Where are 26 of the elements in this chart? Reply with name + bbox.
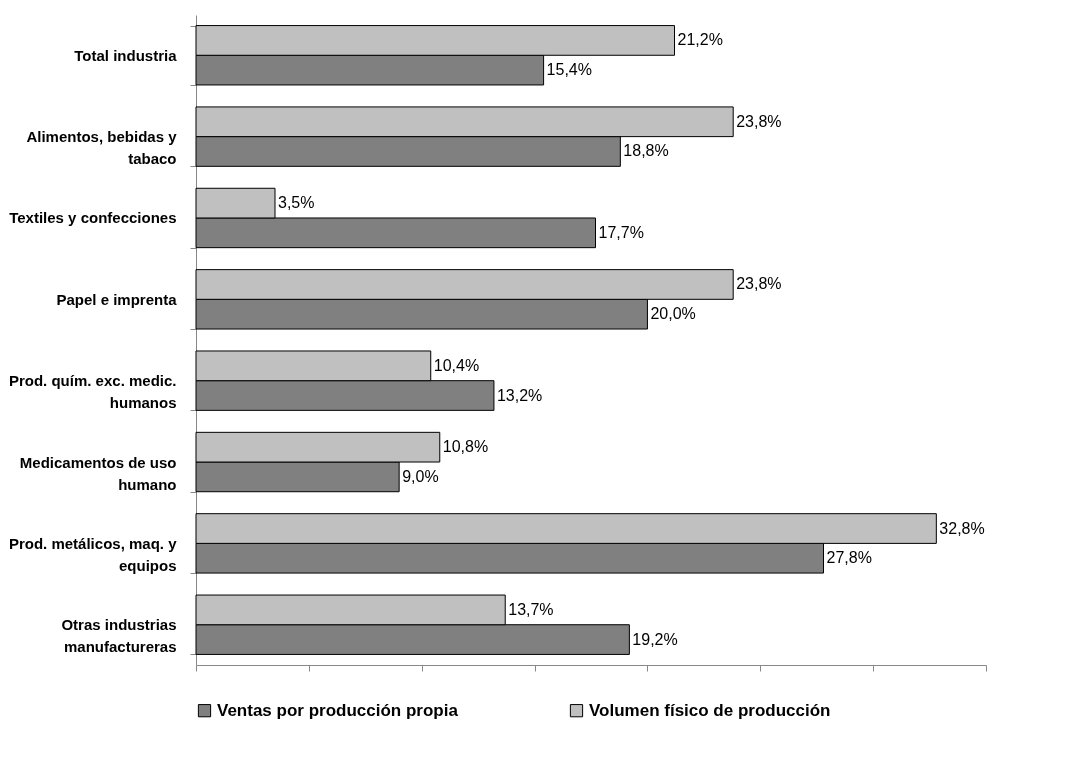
data-label: 15,4% (546, 61, 592, 79)
data-label: 18,8% (623, 142, 669, 160)
y-tick-label: Total industria (74, 46, 178, 64)
data-label: 10,8% (442, 438, 489, 456)
data-label: 13,2% (496, 386, 543, 404)
y-tick-label: Textiles y confecciones (9, 209, 177, 227)
y-tick-label: Prod. metálicos, maq. y equipos (8, 534, 178, 574)
y-tick-label: Papel e imprenta (56, 290, 178, 308)
y-tick-label: Alimentos, bebidas y tabaco (26, 128, 178, 168)
data-label: 23,8% (736, 275, 782, 293)
legend-label: Volumen físico de producción (589, 700, 831, 720)
data-label: 9,0% (402, 467, 439, 485)
data-label: 32,8% (939, 519, 985, 537)
y-tick-label: Medicamentos de uso humano (19, 453, 177, 493)
data-label: 20,0% (650, 305, 696, 323)
data-label: 19,2% (632, 630, 678, 648)
data-label: 10,4% (433, 356, 480, 374)
data-label: 3,5% (278, 194, 315, 212)
data-label: 17,7% (598, 223, 644, 241)
data-label: 13,7% (508, 600, 554, 618)
data-label: 27,8% (826, 549, 872, 567)
data-label: 21,2% (677, 31, 723, 49)
y-tick-label: Otras industrias manufactureras (61, 616, 177, 656)
legend-label: Ventas por producción propia (217, 700, 459, 720)
data-label: 23,8% (736, 112, 782, 130)
y-tick-label: Prod. quím. exc. medic. humanos (8, 372, 177, 412)
